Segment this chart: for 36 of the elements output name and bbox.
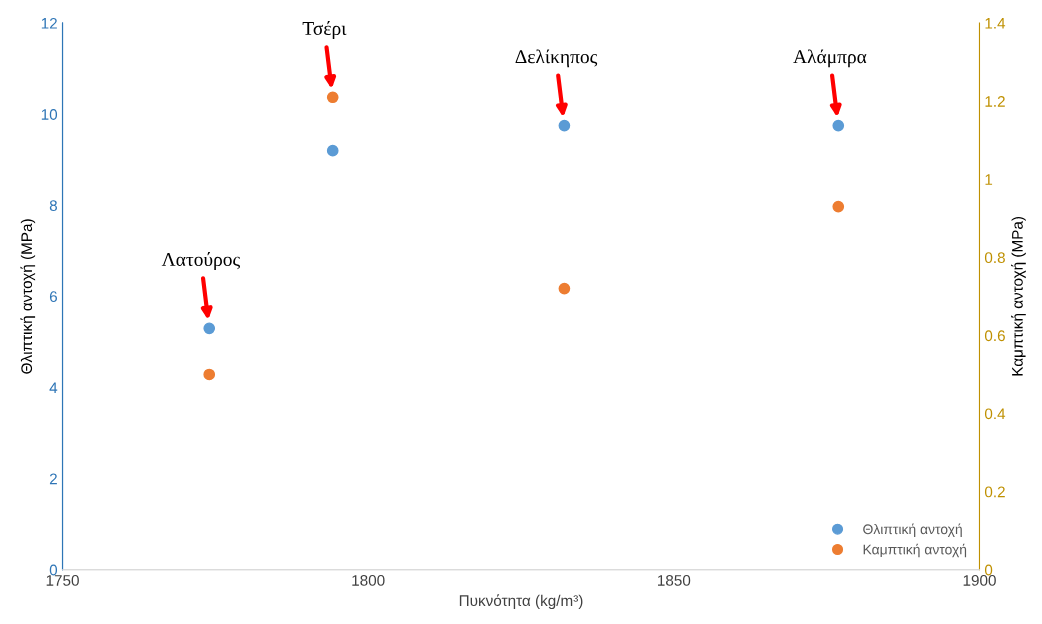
x-tick-label: 1750 <box>46 574 79 586</box>
y2-tick-label: 0.4 <box>984 408 1006 420</box>
x-tick-label: 1800 <box>352 574 385 586</box>
y-tick-label: 2 <box>49 473 57 485</box>
x-axis-title: Πυκνότητα (kg/m³) <box>459 594 583 610</box>
point <box>326 91 339 104</box>
point <box>203 368 216 381</box>
annotation: Τσέρι <box>302 21 347 39</box>
annotation: Λατούρος <box>161 252 240 270</box>
annotation: Δελίκηπος <box>515 49 598 68</box>
y-axis-title: Θλιπτική αντοχή (MPa) <box>20 219 36 374</box>
point <box>832 200 845 213</box>
point <box>203 322 216 335</box>
y2-axis-title: Καμπτική αντοχή (MPa) <box>1011 216 1026 376</box>
legend-label: Θλιπτική αντοχή <box>863 523 962 537</box>
point <box>558 119 571 132</box>
legend-label: Καμπτική αντοχή <box>863 543 967 558</box>
y2-tick-label: 0.6 <box>984 330 1005 342</box>
y-tick-label: 4 <box>49 382 58 394</box>
x-tick-label: 1900 <box>963 574 996 586</box>
y2-tick-label: 1.2 <box>985 96 1005 107</box>
y-tick-label: 0 <box>49 564 58 576</box>
y-tick-label: 12 <box>41 17 57 29</box>
y2-tick-label: 0.2 <box>984 486 1005 498</box>
y-tick-label: 8 <box>49 200 57 211</box>
point <box>832 119 845 132</box>
y2-tick-label: 0 <box>984 564 993 576</box>
y-tick-label: 10 <box>41 109 58 120</box>
x-tick-label: 1850 <box>658 574 691 586</box>
point <box>558 282 571 295</box>
point <box>326 144 339 157</box>
annotation: Αλάμπρα <box>793 49 867 68</box>
y2-tick-label: 1 <box>985 174 993 185</box>
y2-tick-label: 0.8 <box>984 252 1005 264</box>
y2-tick-label: 1.4 <box>985 18 1006 29</box>
y-tick-label: 6 <box>49 291 57 303</box>
